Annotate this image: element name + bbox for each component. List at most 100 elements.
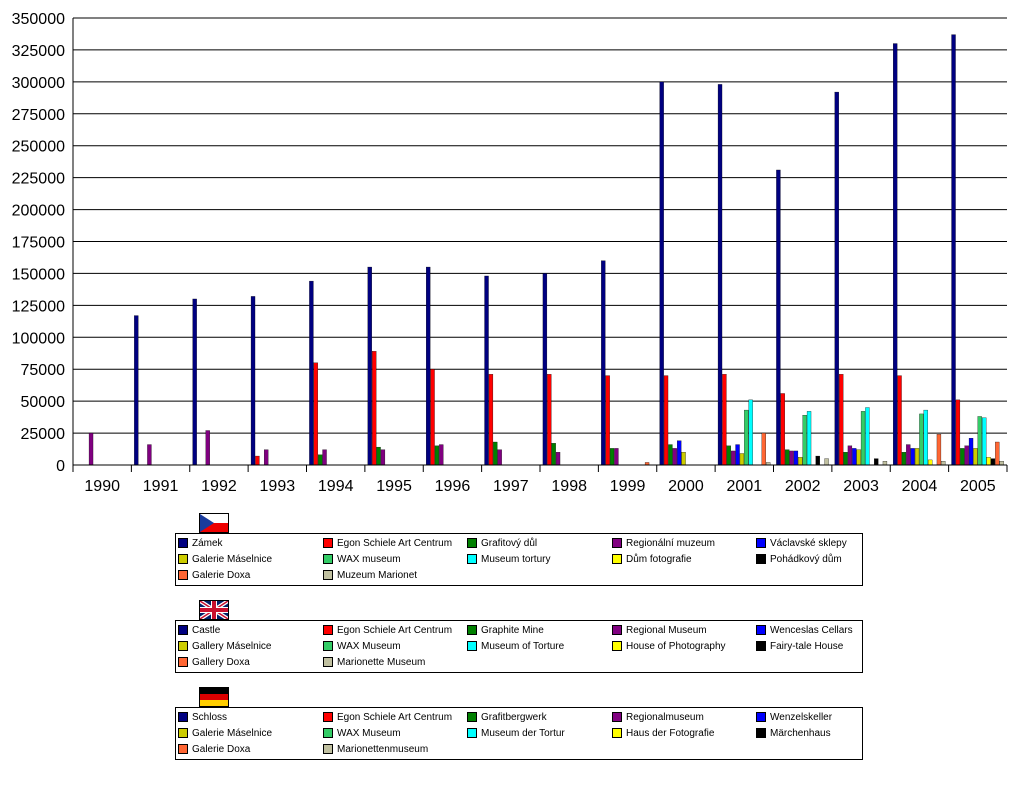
bar	[990, 458, 996, 466]
bar	[815, 455, 820, 466]
bar	[960, 448, 965, 466]
bar	[802, 415, 807, 466]
legend-label: Museum tortury	[481, 554, 551, 565]
x-tick-label: 2001	[727, 478, 763, 495]
legend-swatch	[756, 641, 766, 651]
bar	[322, 449, 327, 466]
y-tick-label: 200000	[12, 203, 65, 220]
legend-swatch	[323, 728, 333, 738]
legend-swatch	[178, 728, 188, 738]
legend-english: Castle Egon Schiele Art Centrum Graphite M…	[175, 620, 863, 673]
bar	[914, 448, 920, 466]
legend-swatch	[756, 538, 766, 548]
bar	[605, 375, 610, 466]
bar	[910, 448, 915, 466]
legend-label: Galerie Máselnice	[192, 554, 273, 565]
legend-label: Wenceslas Cellars	[770, 625, 853, 636]
bar	[88, 432, 94, 466]
bar	[717, 84, 723, 466]
x-tick-label: 1995	[376, 478, 412, 495]
legend-swatch	[756, 712, 766, 722]
bar	[555, 452, 561, 466]
bar	[134, 315, 139, 466]
bar	[614, 448, 619, 466]
bar	[488, 374, 494, 466]
y-tick-label: 275000	[12, 107, 65, 124]
bar	[318, 454, 323, 466]
legend-swatch	[323, 554, 333, 564]
legend-label: Marionettenmuseum	[337, 744, 429, 755]
bar	[744, 409, 749, 466]
legend-swatch	[612, 728, 622, 738]
legend-german: Schloss Egon Schiele Art Centrum Grafitber…	[175, 707, 863, 760]
legend-swatch	[323, 712, 333, 722]
y-tick-label: 125000	[12, 298, 65, 315]
legend-swatch	[178, 712, 188, 722]
y-tick-label: 300000	[12, 75, 65, 92]
legend-swatch	[612, 625, 622, 635]
legend-label: Egon Schiele Art Centrum	[337, 712, 453, 723]
x-tick-label: 1997	[493, 478, 529, 495]
legend-label: WAX Museum	[337, 728, 401, 739]
legend-label: Museum der Tortur	[481, 728, 565, 739]
bar	[367, 266, 372, 466]
bar	[982, 417, 987, 466]
bar	[668, 444, 673, 466]
y-tick-label: 225000	[12, 171, 65, 188]
legend-label: Regional Museum	[626, 625, 707, 636]
legend-swatch	[756, 625, 766, 635]
bar	[484, 275, 489, 466]
bar	[951, 34, 956, 466]
legend-swatch	[178, 570, 188, 580]
legend-label: Egon Schiele Art Centrum	[337, 538, 453, 549]
bar	[860, 411, 866, 466]
legend-swatch	[178, 657, 188, 667]
y-tick-labels: 0 25000 50000 75000 100000 125000 150000 175000…	[12, 11, 65, 475]
bar	[722, 374, 727, 466]
legend-swatch	[467, 728, 477, 738]
bar	[901, 452, 907, 466]
y-tick-label: 250000	[12, 139, 65, 156]
bar	[497, 449, 502, 466]
legend-swatch	[467, 625, 477, 635]
bar	[865, 407, 870, 466]
bar	[380, 449, 386, 466]
legend-swatch	[612, 712, 622, 722]
legend-swatch	[467, 554, 477, 564]
bar	[313, 362, 318, 466]
bar	[919, 413, 924, 466]
bar	[681, 452, 686, 466]
bar	[843, 452, 848, 466]
x-tick-label: 2005	[960, 478, 996, 495]
bar	[735, 444, 740, 466]
bar	[824, 458, 829, 466]
bar	[999, 461, 1004, 466]
bar	[897, 375, 902, 466]
bar	[677, 440, 682, 466]
bar-chart: 0 25000 50000 75000 100000 125000 150000 175000…	[12, 11, 1008, 495]
x-tick-label: 1996	[435, 478, 471, 495]
bar	[839, 374, 844, 466]
bar	[192, 298, 197, 466]
legend-label: WAX Museum	[337, 641, 401, 652]
x-tick-label: 1998	[551, 478, 587, 495]
legend-label: Museum of Torture	[481, 641, 565, 652]
legend-label: Muzeum Marionet	[337, 570, 418, 581]
x-tick-label: 1992	[201, 478, 237, 495]
bar	[906, 444, 911, 466]
x-tick-label: 2004	[902, 478, 938, 495]
bar	[941, 461, 946, 466]
bar	[936, 434, 942, 466]
bar	[601, 260, 606, 466]
bar	[439, 444, 444, 466]
bar	[761, 432, 766, 466]
x-tick-label: 1994	[318, 478, 354, 495]
legend-label: Schloss	[192, 712, 228, 723]
bar	[968, 438, 974, 466]
bar	[748, 399, 753, 466]
bar	[923, 409, 928, 466]
legend-swatch	[612, 641, 622, 651]
bar	[430, 369, 435, 466]
legend-label: Grafitbergwerk	[481, 712, 547, 723]
bar	[250, 296, 256, 466]
